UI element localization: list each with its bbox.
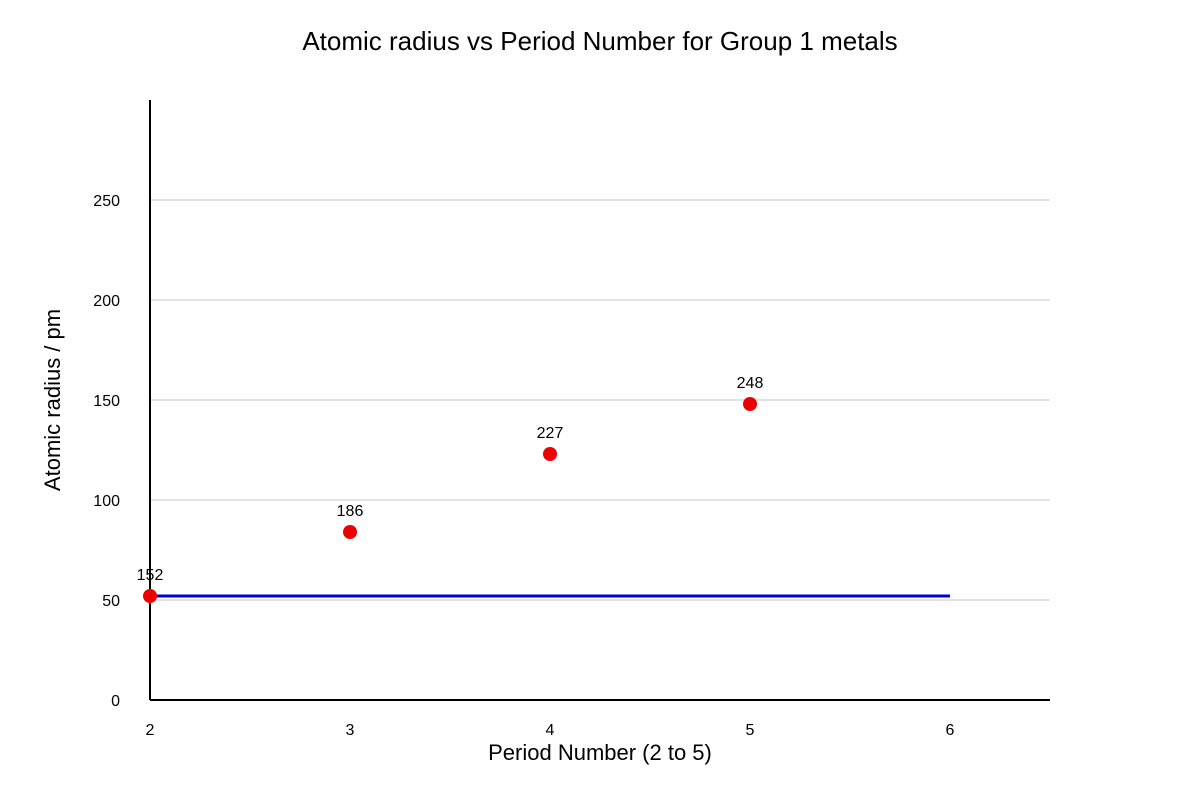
data-label: 152: [137, 567, 164, 584]
data-points: [143, 397, 757, 603]
data-label: 248: [737, 375, 764, 392]
y-tick-labels: 0 50 100 150 200 250: [93, 193, 120, 710]
data-label: 186: [337, 503, 364, 520]
gridlines: [150, 199, 1050, 601]
y-tick-label: 100: [93, 493, 120, 510]
x-tick-labels: 2 3 4 5 6: [146, 722, 955, 739]
data-label: 227: [537, 425, 564, 442]
data-point: [743, 397, 757, 411]
x-tick-label: 5: [746, 722, 755, 739]
x-tick-label: 6: [946, 722, 955, 739]
y-tick-label: 50: [102, 593, 120, 610]
x-tick-label: 2: [146, 722, 155, 739]
data-point: [343, 525, 357, 539]
chart-title: Atomic radius vs Period Number for Group…: [302, 26, 897, 56]
x-axis-title: Period Number (2 to 5): [488, 740, 712, 765]
y-tick-label: 0: [111, 693, 120, 710]
y-axis-title: Atomic radius / pm: [40, 309, 65, 491]
data-labels: 152 186 227 248: [137, 375, 764, 584]
y-tick-label: 150: [93, 393, 120, 410]
y-tick-label: 250: [93, 193, 120, 210]
x-tick-label: 3: [346, 722, 355, 739]
data-point: [543, 447, 557, 461]
x-tick-label: 4: [546, 722, 555, 739]
data-point: [143, 589, 157, 603]
y-tick-label: 200: [93, 293, 120, 310]
